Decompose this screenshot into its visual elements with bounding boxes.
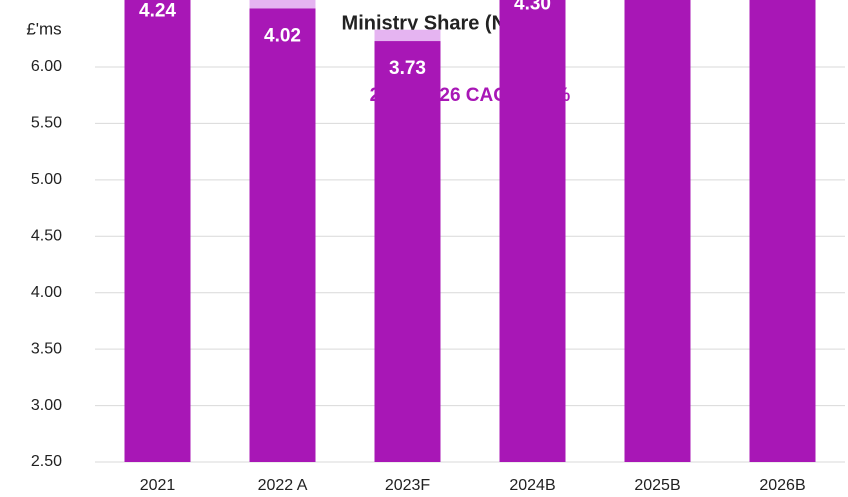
data-label: 4.02	[264, 25, 301, 46]
y-tick-label: 4.50	[31, 228, 62, 245]
bar-segment	[374, 29, 441, 42]
bar-segment	[249, 0, 316, 9]
y-tick-label: 2.50	[31, 453, 62, 470]
bar-segment	[749, 0, 816, 462]
data-label: 4.24	[139, 1, 176, 22]
y-tick-label: 6.00	[31, 58, 62, 75]
x-tick-label: 2024B	[509, 477, 555, 494]
x-tick-label: 2021	[140, 477, 176, 494]
x-tick-label: 2026B	[759, 477, 805, 494]
y-tick-label: 3.00	[31, 397, 62, 414]
y-tick-label: 5.50	[31, 115, 62, 132]
bar-segment	[374, 41, 441, 463]
x-tick-label: 2023F	[385, 477, 431, 494]
x-tick-label: 2025B	[634, 477, 680, 494]
data-label: 4.30	[514, 0, 551, 15]
data-label: 3.73	[389, 58, 426, 79]
y-tick-label: 5.00	[31, 171, 62, 188]
y-tick-label: 3.50	[31, 340, 62, 357]
y-tick-label: 4.00	[31, 284, 62, 301]
chart-title: Ministry Share (Net)	[342, 12, 531, 34]
bar-segment	[499, 0, 566, 462]
x-tick-label: 2022 A	[258, 477, 308, 494]
bar-segment	[249, 8, 316, 463]
bar-segment	[624, 0, 691, 463]
bar-segment	[124, 0, 191, 462]
y-axis-label: £'ms	[26, 19, 61, 38]
